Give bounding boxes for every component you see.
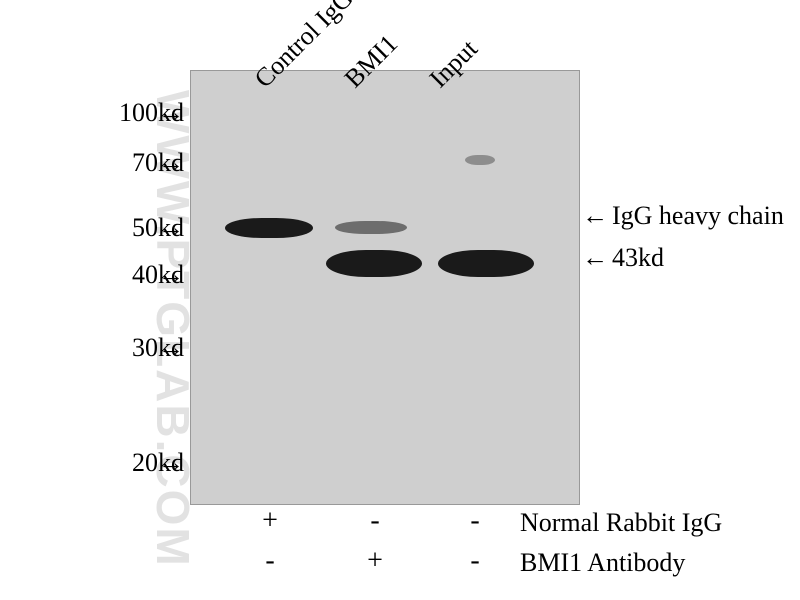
- blot-band: [225, 218, 313, 238]
- arrow-right-icon: →: [158, 98, 184, 128]
- arrow-right-icon: →: [158, 333, 184, 363]
- condition-row-label: Normal Rabbit IgG: [520, 508, 722, 538]
- condition-cell: -: [345, 505, 405, 537]
- condition-cell: -: [240, 545, 300, 577]
- arrow-right-icon: →: [158, 213, 184, 243]
- blot-membrane: [190, 70, 580, 505]
- arrow-left-icon: ←: [582, 243, 608, 273]
- condition-row-label: BMI1 Antibody: [520, 548, 685, 578]
- arrow-left-icon: ←: [582, 201, 608, 231]
- band-annotation: IgG heavy chain: [612, 201, 784, 231]
- blot-band: [335, 221, 407, 234]
- band-annotation: 43kd: [612, 243, 664, 273]
- condition-cell: -: [445, 545, 505, 577]
- arrow-right-icon: →: [158, 260, 184, 290]
- condition-cell: +: [345, 545, 405, 577]
- blot-band: [326, 250, 422, 277]
- arrow-right-icon: →: [158, 448, 184, 478]
- blot-band: [438, 250, 534, 277]
- blot-band: [465, 155, 495, 165]
- condition-cell: +: [240, 505, 300, 537]
- figure-canvas: WWW.PTGLAB.COM Control IgG BMI1 Input 10…: [0, 0, 800, 600]
- arrow-right-icon: →: [158, 148, 184, 178]
- condition-cell: -: [445, 505, 505, 537]
